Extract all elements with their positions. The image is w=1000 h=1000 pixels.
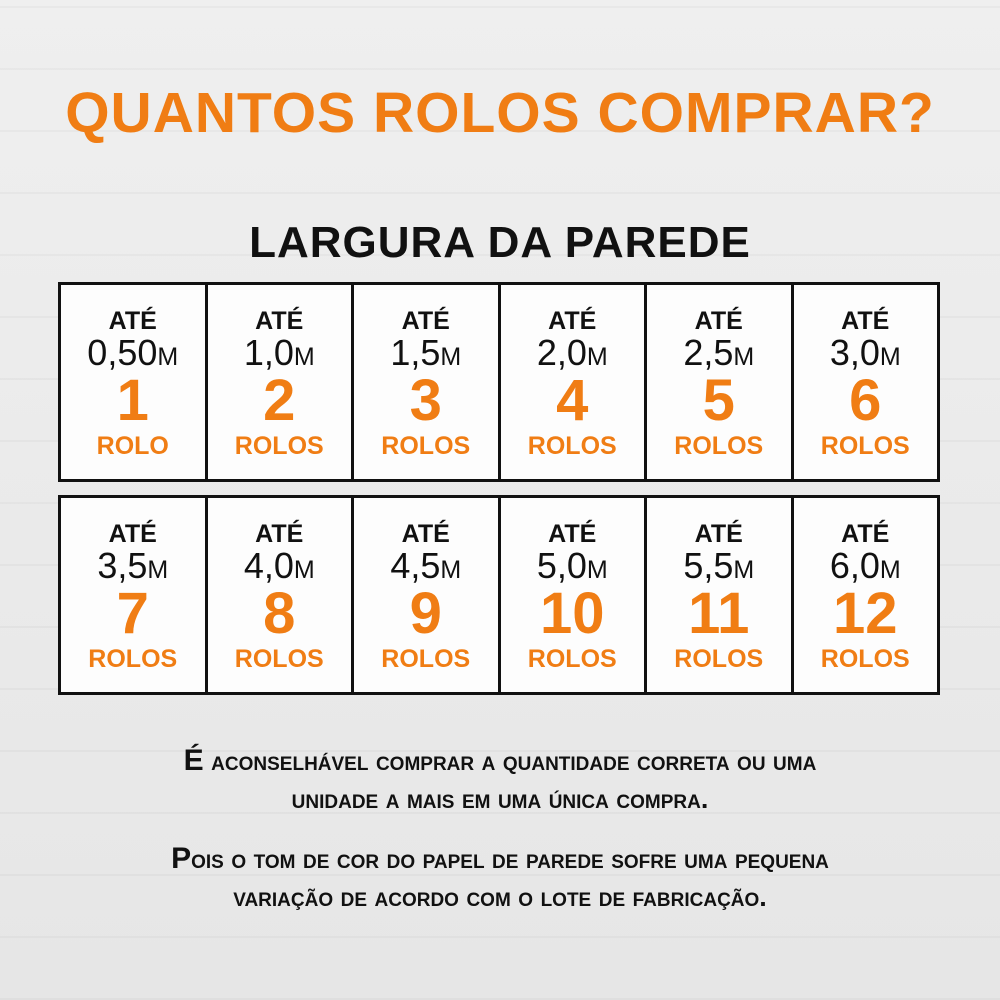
note-initial: P [171, 842, 192, 875]
width-prefix: ATÉ [108, 520, 157, 548]
width-prefix: ATÉ [401, 520, 450, 548]
roll-unit: ROLOS [820, 645, 910, 673]
roll-count: 4 [556, 368, 589, 433]
roll-count: 9 [409, 581, 442, 646]
wall-width: 3,5m [97, 545, 169, 586]
table-cell: ATÉ 0,50m 1 ROLO [61, 285, 208, 479]
table-cell: ATÉ 5,5m 11 ROLOS [647, 498, 794, 692]
roll-count: 3 [409, 368, 442, 433]
table-cell: ATÉ 3,0m 6 ROLOS [794, 285, 938, 479]
roll-count: 5 [702, 368, 735, 433]
roll-count: 6 [849, 368, 882, 433]
wall-width: 3,0m [829, 332, 901, 373]
roll-count: 7 [116, 581, 149, 646]
wall-width: 4,5m [390, 545, 462, 586]
width-prefix: ATÉ [548, 307, 597, 335]
table-cell: ATÉ 4,5m 9 ROLOS [354, 498, 501, 692]
roll-unit: ROLOS [234, 645, 324, 673]
roll-unit: ROLOS [674, 432, 764, 460]
roll-count: 8 [263, 581, 296, 646]
roll-count: 2 [263, 368, 296, 433]
width-prefix: ATÉ [548, 520, 597, 548]
width-prefix: ATÉ [255, 307, 304, 335]
color-variation-note: Pois o tom de cor do papel de parede sof… [0, 840, 1000, 916]
note-line: variação de acordo com o lote de fabrica… [233, 882, 767, 912]
width-prefix: ATÉ [108, 307, 157, 335]
note-line: aconselhável comprar a quantidade corret… [203, 746, 817, 776]
note-line: ois o tom de cor do papel de parede sofr… [191, 844, 829, 874]
roll-unit: ROLOS [527, 645, 617, 673]
roll-unit: ROLOS [381, 645, 471, 673]
table-cell: ATÉ 1,0m 2 ROLOS [208, 285, 354, 479]
wall-width: 1,5m [390, 332, 462, 373]
table-cell: ATÉ 6,0m 12 ROLOS [794, 498, 938, 692]
wall-width: 2,5m [683, 332, 755, 373]
width-prefix: ATÉ [694, 520, 743, 548]
width-prefix: ATÉ [401, 307, 450, 335]
table-heading: LARGURA DA PAREDE [249, 218, 751, 267]
table-row: ATÉ 0,50m 1 ROLO ATÉ 1,0m 2 ROLOS ATÉ 1,5m 3 ROLOS A… [58, 282, 940, 482]
table-cell: ATÉ 3,5m 7 ROLOS [61, 498, 208, 692]
roll-unit: ROLO [96, 432, 169, 460]
wall-width: 5,5m [683, 545, 755, 586]
width-prefix: ATÉ [841, 520, 890, 548]
roll-count: 1 [116, 368, 149, 433]
width-prefix: ATÉ [841, 307, 890, 335]
roll-unit: ROLOS [88, 645, 178, 673]
table-cell: ATÉ 4,0m 8 ROLOS [208, 498, 354, 692]
roll-count: 10 [539, 581, 605, 646]
roll-count: 12 [832, 581, 898, 646]
table-cell: ATÉ 5,0m 10 ROLOS [501, 498, 647, 692]
wall-width: 4,0m [243, 545, 315, 586]
note-line: unidade a mais em uma única compra. [291, 784, 709, 814]
table-row: ATÉ 3,5m 7 ROLOS ATÉ 4,0m 8 ROLOS ATÉ 4,5m 9 ROLOS A… [58, 495, 940, 695]
table-cell: ATÉ 2,5m 5 ROLOS [647, 285, 794, 479]
advice-note: É aconselhável comprar a quantidade corr… [0, 742, 1000, 818]
roll-unit: ROLOS [381, 432, 471, 460]
roll-unit: ROLOS [234, 432, 324, 460]
wall-width: 5,0m [536, 545, 608, 586]
wall-width: 1,0m [243, 332, 315, 373]
roll-unit: ROLOS [674, 645, 764, 673]
page-title: QUANTOS ROLOS COMPRAR? [65, 81, 935, 145]
note-initial: É [183, 744, 204, 777]
wall-width: 6,0m [829, 545, 901, 586]
table-cell: ATÉ 1,5m 3 ROLOS [354, 285, 501, 479]
roll-unit: ROLOS [527, 432, 617, 460]
roll-count: 11 [688, 581, 750, 646]
width-prefix: ATÉ [694, 307, 743, 335]
width-prefix: ATÉ [255, 520, 304, 548]
roll-unit: ROLOS [820, 432, 910, 460]
table-cell: ATÉ 2,0m 4 ROLOS [501, 285, 647, 479]
wall-width: 0,50m [87, 332, 179, 373]
wall-width: 2,0m [536, 332, 608, 373]
